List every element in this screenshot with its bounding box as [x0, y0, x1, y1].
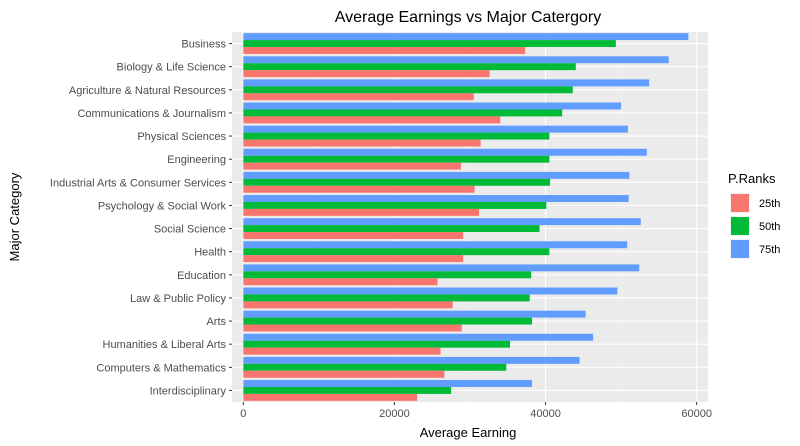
bar-50th: [243, 363, 507, 371]
bar-75th: [243, 380, 532, 387]
y-tick-label: Business: [181, 39, 226, 51]
bar-75th: [243, 148, 647, 156]
bar-50th: [243, 225, 540, 233]
bar-50th: [243, 155, 550, 163]
bar-25th: [243, 255, 464, 263]
legend-key-25th: [731, 194, 749, 212]
bar-50th: [243, 63, 576, 71]
bar-75th: [243, 356, 580, 364]
bar-75th: [243, 125, 628, 133]
y-tick-label: Interdisciplinary: [150, 385, 227, 397]
legend-key-50th: [731, 217, 749, 235]
y-tick-label: Agriculture & Natural Resources: [69, 85, 227, 97]
bar-50th: [243, 317, 532, 325]
bar-25th: [243, 116, 501, 124]
bar-75th: [243, 79, 650, 87]
y-tick-label: Biology & Life Science: [117, 62, 226, 74]
bar-25th: [243, 162, 461, 170]
x-axis-label: Average Earning: [420, 425, 517, 440]
bar-75th: [243, 171, 630, 179]
bar-50th: [243, 248, 550, 256]
y-tick-label: Computers & Mathematics: [96, 362, 226, 374]
y-tick-label: Communications & Journalism: [77, 108, 226, 120]
y-tick-label: Arts: [206, 316, 226, 328]
bar-25th: [243, 185, 475, 193]
bar-75th: [243, 287, 618, 295]
y-tick-label: Psychology & Social Work: [98, 200, 227, 212]
bar-25th: [243, 93, 474, 101]
legend-label-50th: 50th: [759, 221, 780, 233]
bar-50th: [243, 294, 530, 302]
bar-75th: [243, 241, 628, 249]
legend-label-75th: 75th: [759, 244, 780, 256]
x-tick-label: 20000: [379, 408, 410, 420]
bar-50th: [243, 109, 563, 117]
bar-50th: [243, 40, 616, 48]
bar-25th: [243, 393, 418, 401]
y-tick-label: Health: [194, 247, 226, 259]
bar-75th: [243, 102, 622, 110]
bar-50th: [243, 178, 551, 186]
bar-25th: [243, 347, 441, 355]
y-tick-label: Physical Sciences: [137, 131, 226, 143]
bar-25th: [243, 70, 490, 78]
bar-50th: [243, 132, 550, 140]
y-tick-label: Social Science: [154, 224, 226, 236]
bar-25th: [243, 324, 462, 332]
bar-75th: [243, 264, 640, 272]
bar-75th: [243, 310, 586, 318]
bar-25th: [243, 301, 453, 309]
bar-75th: [243, 218, 641, 226]
y-tick-label: Engineering: [167, 154, 226, 166]
legend-label-25th: 25th: [759, 198, 780, 210]
bar-25th: [243, 278, 438, 286]
bar-25th: [243, 139, 481, 147]
y-tick-label: Law & Public Policy: [130, 293, 226, 305]
y-tick-label: Industrial Arts & Consumer Services: [50, 177, 227, 189]
bar-50th: [243, 271, 532, 279]
x-tick-label: 40000: [530, 408, 561, 420]
bar-75th: [243, 333, 594, 341]
legend: P.Ranks 25th 50th 75th: [728, 171, 780, 259]
bar-75th: [243, 56, 669, 64]
bar-25th: [243, 47, 526, 54]
chart-title: Average Earnings vs Major Catergory: [335, 9, 602, 26]
bar-75th: [243, 33, 689, 41]
bar-25th: [243, 232, 464, 239]
y-axis-label: Major Category: [7, 172, 22, 261]
bar-50th: [243, 386, 452, 394]
x-tick-label: 60000: [681, 408, 712, 420]
x-tick-label: 0: [240, 408, 246, 420]
y-tick-label: Education: [177, 270, 226, 282]
bar-25th: [243, 370, 445, 378]
legend-key-75th: [731, 240, 749, 258]
legend-title: P.Ranks: [728, 171, 776, 186]
bar-50th: [243, 340, 511, 348]
bar-25th: [243, 208, 480, 216]
bar-50th: [243, 201, 547, 209]
bar-50th: [243, 86, 573, 94]
bar-75th: [243, 195, 629, 202]
y-tick-label: Humanities & Liberal Arts: [103, 339, 227, 351]
